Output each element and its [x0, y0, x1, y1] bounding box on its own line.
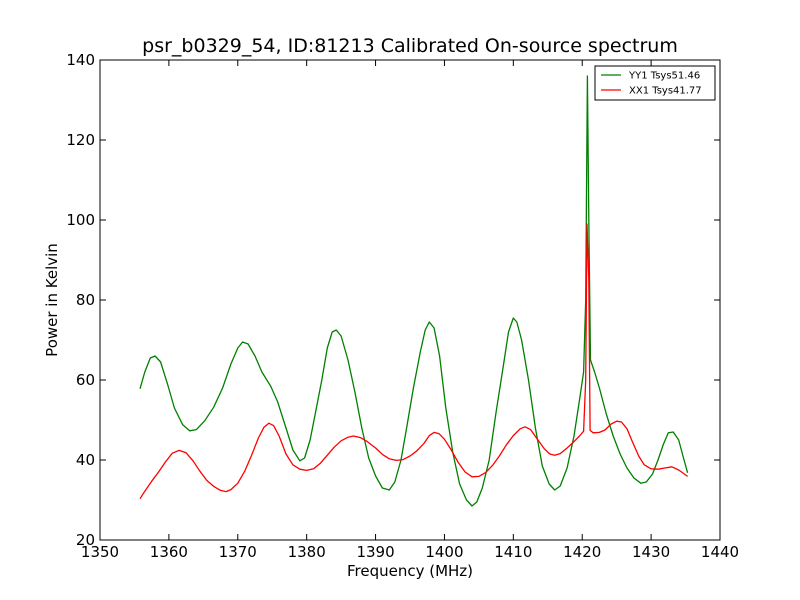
y-tick-label: 20 [76, 531, 95, 549]
x-tick-label: 1410 [494, 543, 532, 561]
x-tick-label: 1440 [701, 543, 739, 561]
chart-title: psr_b0329_54, ID:81213 Calibrated On-sou… [142, 35, 678, 57]
x-tick-label: 1380 [288, 543, 326, 561]
series-line-1 [139, 223, 688, 500]
legend: YY1 Tsys51.46 XX1 Tsys41.77 [594, 65, 716, 101]
y-tick-label: 60 [76, 371, 95, 389]
y-tick-label: 140 [66, 51, 95, 69]
series-line-0 [139, 75, 689, 507]
series-layer [139, 75, 689, 507]
x-tick-label: 1430 [632, 543, 670, 561]
x-tick-label: 1420 [563, 543, 601, 561]
x-tick-label: 1350 [81, 543, 119, 561]
x-tick-label: 1390 [356, 543, 394, 561]
y-tick-label: 40 [76, 451, 95, 469]
x-tick-label: 1370 [219, 543, 257, 561]
ticks-layer: 1350 1360 1370 1380 1390 1400 1410 1420 1430 1440… [66, 51, 739, 561]
legend-box [594, 65, 716, 101]
y-axis-label: Power in Kelvin [43, 243, 61, 357]
x-tick-label: 1360 [150, 543, 188, 561]
legend-label-1: XX1 Tsys41.77 [629, 86, 702, 97]
x-axis-label: Frequency (MHz) [347, 562, 473, 580]
legend-label-0: YY1 Tsys51.46 [628, 71, 700, 82]
y-tick-label: 100 [66, 211, 95, 229]
y-tick-label: 120 [66, 131, 95, 149]
y-tick-label: 80 [76, 291, 95, 309]
x-tick-label: 1400 [425, 543, 463, 561]
